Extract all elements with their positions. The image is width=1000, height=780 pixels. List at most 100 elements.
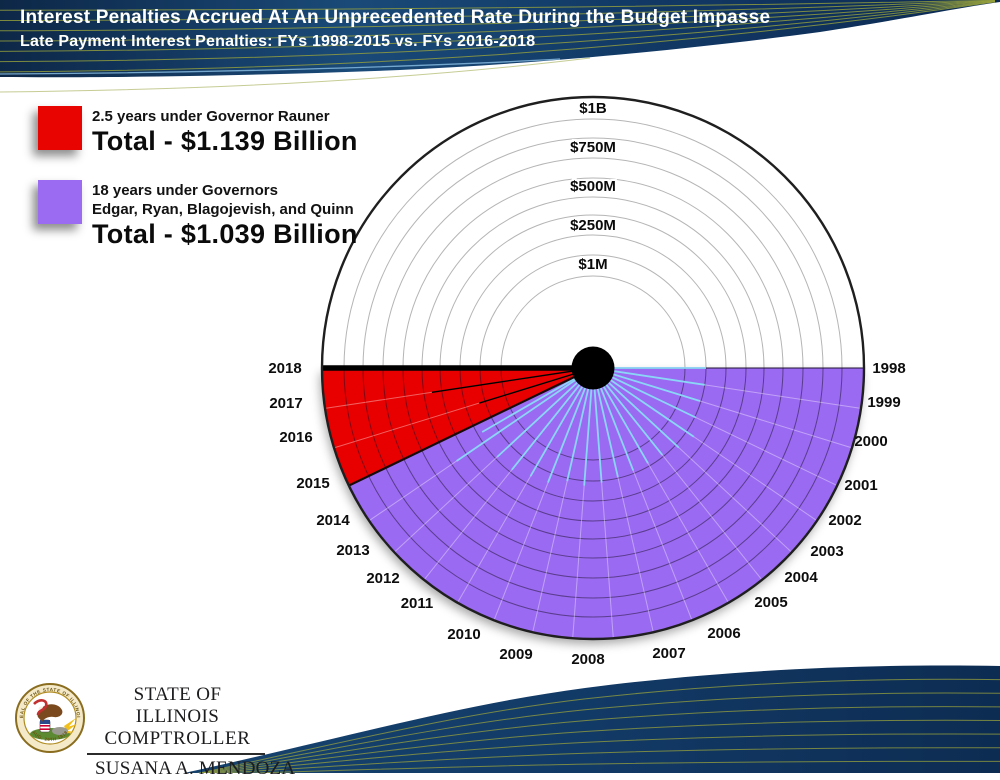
grid-ring-dark (479, 368, 707, 482)
sector-boundary-line (592, 368, 838, 487)
sector-boundary-line (572, 368, 594, 639)
year-label: 2011 (401, 595, 434, 612)
year-label: 2003 (810, 543, 843, 560)
seal-rock (52, 727, 68, 735)
grid-ring (382, 157, 804, 579)
footer-name: SUSANA A. MENDOZA (95, 758, 296, 779)
footer-signature-block: STATE OF ILLINOIS COMPTROLLER SUSANA A. … (87, 684, 296, 780)
seal-banner (33, 699, 48, 716)
cyan-year-line (592, 367, 619, 478)
cyan-year-line (592, 367, 701, 402)
group-split-line (348, 367, 594, 487)
cyan-year-line (592, 367, 664, 456)
cyan-year-line (583, 367, 594, 486)
cyan-year-line (592, 367, 603, 483)
cyan-year-line (592, 367, 649, 464)
grid-ring (459, 234, 727, 502)
sector-fills (322, 368, 865, 640)
red-sector-2016-2018 (322, 368, 593, 486)
footer-pinstripe (215, 747, 1000, 773)
year-label: 2009 (499, 646, 532, 663)
black-year-line (479, 367, 594, 404)
sector-boundary-line (368, 368, 594, 522)
legend-item-prior-governors: 18 years under Governors Edgar, Ryan, Bl… (38, 179, 358, 250)
sector-boundary-line (592, 368, 862, 409)
sector-boundary-line (493, 368, 594, 621)
grid-ring-dark (421, 368, 765, 540)
cyan-year-line (547, 367, 594, 483)
radial-axis-label: $250M (570, 217, 616, 234)
center-dot (571, 346, 615, 390)
sector-boundary-line (592, 368, 654, 633)
year-label: 2008 (571, 651, 604, 668)
sector-boundary-line (592, 368, 614, 639)
legend-label: 18 years under Governors (92, 181, 278, 199)
footer-org-line1: STATE OF ILLINOIS (133, 684, 222, 727)
legend: 2.5 years under Governor Rauner Total - … (38, 106, 358, 272)
legend-item-rauner: 2.5 years under Governor Rauner Total - … (38, 106, 358, 156)
radial-axis-label: $1B (579, 100, 607, 117)
sector-boundary-line (333, 368, 594, 449)
footer-pinstripe (200, 706, 1000, 773)
header-underline (0, 57, 591, 93)
year-label: 2002 (828, 512, 861, 529)
header-accent-line (0, 58, 561, 75)
legend-label: 2.5 years under Governor Rauner (92, 108, 330, 125)
grid-ring-dark (459, 368, 727, 502)
legend-swatch-purple (38, 179, 82, 224)
outer-ring (320, 95, 866, 641)
grid-ring (439, 214, 747, 522)
grid-ring (343, 118, 843, 618)
grid-ring-dark (382, 368, 804, 579)
black-year-line (431, 367, 594, 393)
year-label: 2005 (754, 594, 787, 611)
page-subtitle: Late Payment Interest Penalties: FYs 199… (20, 32, 536, 50)
radial-axis-label: $1M (578, 256, 607, 273)
cyan-year-line (592, 367, 635, 471)
cyan-year-line (592, 367, 680, 449)
year-label: 2000 (854, 433, 887, 450)
year-label: 1999 (867, 394, 900, 411)
year-label: 2016 (279, 429, 312, 446)
footer-band (170, 665, 1000, 773)
footer-pinstripe (198, 692, 1000, 773)
cyan-year-line (496, 367, 594, 458)
footer-pinstripe (239, 760, 1000, 773)
cyan-year-line (511, 367, 594, 471)
sector-boundary-line (592, 368, 763, 581)
year-label: 2018 (268, 360, 301, 377)
sector-boundary-line (592, 368, 729, 603)
year-label: 1998 (872, 360, 905, 377)
footer-rule (87, 753, 265, 755)
grid-ring (362, 137, 824, 599)
cyan-year-line (529, 367, 594, 477)
sector-boundary-line (592, 368, 853, 449)
cyan-year-line (592, 367, 697, 419)
sector-boundary-line (324, 368, 594, 409)
page-title: Interest Penalties Accrued At An Unprece… (20, 7, 771, 28)
sector-boundary-line (423, 368, 594, 581)
grid-ring-dark (500, 368, 686, 461)
grid-ring-dark (402, 368, 784, 559)
sector-boundary-line (393, 368, 594, 553)
sector-boundary-line (592, 368, 693, 621)
radial-axis-label: $750M (570, 139, 616, 156)
year-label: 2017 (269, 395, 302, 412)
grid-ring-dark (343, 368, 843, 618)
grid-ring (479, 254, 707, 482)
legend-total: Total - $1.139 Billion (92, 126, 358, 157)
year-label: 2013 (336, 542, 369, 559)
year-label: 2001 (844, 477, 877, 494)
year-label: 2006 (707, 625, 740, 642)
legend-total: Total - $1.039 Billion (92, 219, 358, 250)
year-label: 2015 (296, 475, 329, 492)
cyan-year-line (592, 367, 705, 386)
sector-boundary-line (457, 368, 594, 603)
legend-label: Edgar, Ryan, Blagojevish, and Quinn (92, 200, 354, 218)
radial-axis-label: $500M (570, 178, 616, 195)
footer-pinstripe (206, 733, 1000, 773)
cyan-year-line (566, 367, 594, 482)
illinois-seal: SEAL OF THE STATE OF ILLINOIS AUG. 26TH … (14, 682, 85, 753)
grid-ring (421, 196, 765, 540)
